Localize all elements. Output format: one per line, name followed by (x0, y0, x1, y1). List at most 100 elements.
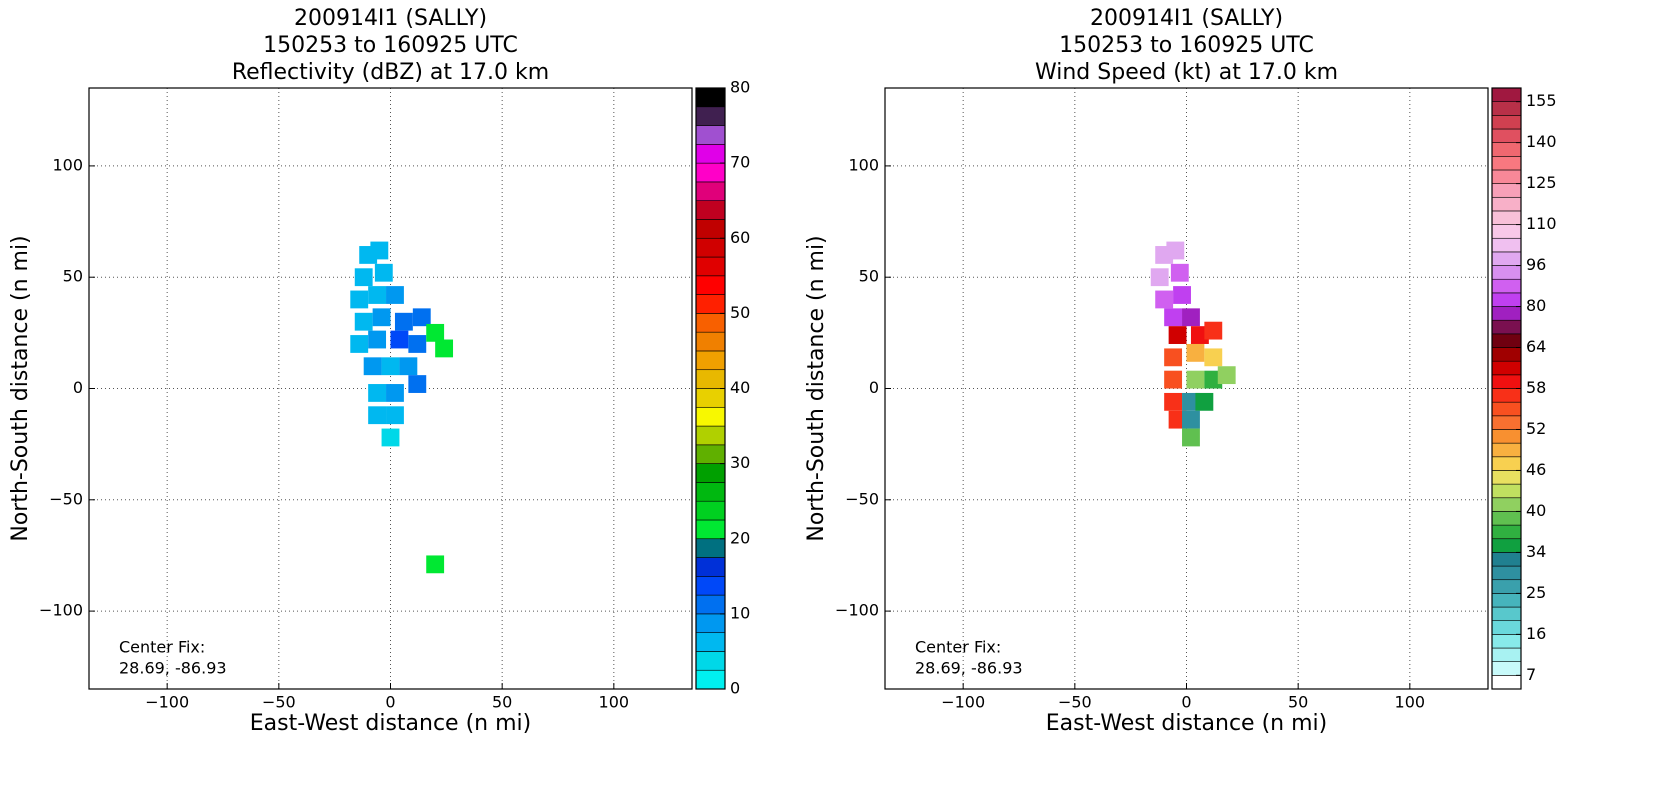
colorbar-tick-label: 58 (1526, 378, 1546, 397)
colorbar-tick-label: 60 (730, 228, 750, 247)
data-cell (1195, 392, 1214, 411)
x-tick-label: −50 (1058, 693, 1092, 712)
data-cell (426, 555, 445, 574)
colorbar-segment (1491, 470, 1522, 485)
colorbar-segment (1491, 497, 1522, 512)
x-axis-label: East-West distance (n mi) (250, 711, 531, 736)
colorbar-tick-label: 52 (1526, 419, 1546, 438)
colorbar-tick-label: 140 (1526, 132, 1557, 151)
colorbar-segment (1491, 442, 1522, 458)
colorbar-segment (1491, 333, 1522, 348)
colorbar-segment (1491, 511, 1522, 526)
x-axis-label: East-West distance (n mi) (1046, 711, 1327, 736)
colorbar-segment (695, 406, 726, 427)
colorbar-tick-label: 40 (1526, 501, 1546, 520)
colorbar-segment (1491, 265, 1522, 280)
x-tick-label: 50 (492, 693, 512, 712)
data-cell (350, 290, 369, 309)
plot-frame (884, 87, 1489, 690)
colorbar-segment (1491, 524, 1522, 540)
colorbar-tick-label: 20 (730, 528, 750, 547)
colorbar-segment (1491, 224, 1522, 239)
x-tick-label: 50 (1288, 693, 1308, 712)
colorbar-segment (1491, 456, 1522, 471)
data-cell (412, 308, 431, 327)
colorbar-segment (695, 557, 726, 577)
data-cell (1164, 348, 1183, 367)
colorbar-tick-label: 80 (1526, 296, 1546, 315)
colorbar-segment (695, 256, 726, 277)
x-tick-label: −100 (941, 693, 985, 712)
colorbar-segment (695, 313, 726, 333)
data-cell (1217, 366, 1236, 385)
data-cell (1182, 410, 1200, 429)
colorbar-segment (1491, 593, 1522, 608)
data-cell (368, 330, 387, 349)
y-tick-label: 50 (63, 267, 83, 286)
colorbar-segment (695, 106, 726, 126)
colorbar-segment (695, 294, 726, 314)
colorbar-segment (1491, 101, 1522, 116)
data-cell (386, 406, 404, 425)
colorbar-segment (1491, 347, 1522, 362)
colorbar-segment (1491, 606, 1522, 622)
data-cell (1155, 290, 1174, 309)
colorbar-segment (695, 350, 726, 371)
colorbar-segment (695, 538, 726, 558)
colorbar-segment (1491, 87, 1522, 102)
colorbar-segment (1491, 374, 1522, 389)
colorbar-segment (1491, 620, 1522, 635)
colorbar-segment (1491, 183, 1522, 198)
data-cell (408, 375, 427, 393)
colorbar-tick-label: 40 (730, 378, 750, 397)
colorbar-segment (1491, 169, 1522, 184)
colorbar-segment (695, 500, 726, 521)
data-cell (1164, 370, 1183, 389)
colorbar-segment (1491, 675, 1522, 690)
colorbar-tick-label: 10 (730, 603, 750, 622)
data-cell (1186, 343, 1205, 362)
colorbar-segment (695, 594, 726, 615)
colorbar-segment (695, 425, 726, 446)
y-tick-label: −100 (835, 601, 879, 620)
data-cell (372, 308, 391, 327)
colorbar-segment (695, 651, 726, 671)
colorbar-tick-label: 155 (1526, 91, 1557, 110)
annotation: 28.69, -86.93 (915, 659, 1023, 678)
colorbar-tick-label: 46 (1526, 460, 1546, 479)
colorbar-segment (695, 87, 726, 108)
colorbar-segment (695, 237, 726, 258)
colorbar-segment (695, 632, 726, 652)
colorbar-segment (1491, 292, 1522, 307)
x-tick-label: 100 (599, 693, 630, 712)
data-cell (370, 241, 389, 260)
data-cell (435, 339, 454, 358)
colorbar-tick-label: 110 (1526, 214, 1557, 233)
colorbar-segment (695, 181, 726, 201)
data-cell (1173, 286, 1191, 304)
data-cell (1170, 263, 1189, 282)
colorbar-segment (695, 463, 726, 483)
data-cell (399, 357, 418, 376)
colorbar-tick-label: 34 (1526, 542, 1546, 561)
colorbar-segment (695, 482, 726, 502)
chart-title: 150253 to 160925 UTC (263, 33, 518, 58)
data-cell (1150, 268, 1169, 287)
colorbar-tick-label: 30 (730, 453, 750, 472)
chart-title: 150253 to 160925 UTC (1059, 33, 1314, 58)
data-cell (1182, 428, 1200, 447)
colorbar-segment (1491, 237, 1522, 253)
y-tick-label: 0 (73, 378, 83, 397)
colorbar-segment (1491, 538, 1522, 553)
colorbar-segment (695, 275, 726, 295)
colorbar-segment (1491, 388, 1522, 403)
x-tick-label: −100 (145, 693, 189, 712)
colorbar-segment (695, 200, 726, 220)
data-cell (1164, 308, 1183, 327)
annotation: Center Fix: (915, 638, 1001, 657)
data-cell (1204, 348, 1223, 367)
chart-title: Reflectivity (dBZ) at 17.0 km (232, 60, 549, 85)
data-cell (354, 312, 373, 331)
data-cell (1182, 308, 1200, 327)
colorbar-segment (1491, 565, 1522, 581)
